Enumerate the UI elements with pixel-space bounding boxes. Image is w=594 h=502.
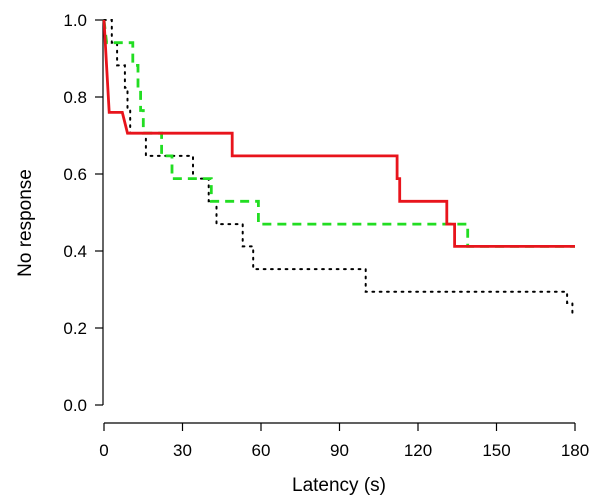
y-tick-label: 0.2: [63, 319, 87, 338]
x-tick-label: 120: [404, 441, 432, 460]
series-layer: [102, 19, 575, 316]
y-tick-label: 0.0: [63, 396, 87, 415]
y-axis-title: No response: [15, 169, 36, 277]
y-tick-label: 0.8: [63, 88, 87, 107]
y-tick-label: 0.6: [63, 165, 87, 184]
x-tick-label: 60: [252, 441, 271, 460]
axes: 0.0 0.2 0.4 0.6 0.8 1.0 0 30 60 90 120 150 180: [63, 11, 589, 460]
series-line-solid: [102, 19, 575, 248]
x-tick-label: 30: [173, 441, 192, 460]
x-tick-label: 90: [330, 441, 349, 460]
y-tick-label: 0.4: [63, 242, 87, 261]
x-tick-label: 0: [99, 441, 108, 460]
x-tick-label: 180: [561, 441, 589, 460]
series-line-dotted: [103, 19, 574, 316]
x-axis-title: Latency (s): [292, 475, 386, 496]
y-tick-label: 1.0: [63, 11, 87, 30]
x-tick-label: 150: [482, 441, 510, 460]
